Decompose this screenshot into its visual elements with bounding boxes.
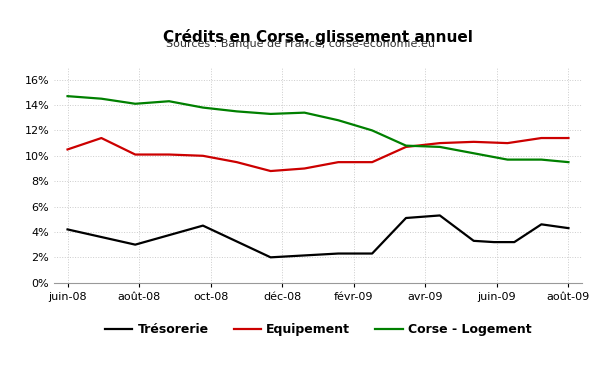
Title: Crédits en Corse, glissement annuel: Crédits en Corse, glissement annuel [163,29,473,45]
Trésorerie [267,255,274,260]
Corse - Logement [199,105,206,110]
Corse - Logement [504,157,511,162]
Equipement [98,136,105,140]
Corse - Logement [538,157,545,162]
Corse - Logement [131,102,139,106]
Trésorerie [131,243,139,247]
Trésorerie [199,223,206,228]
Text: Sources : Banque de France, corse-economie.eu: Sources : Banque de France, corse-econom… [166,39,434,49]
Equipement [131,152,139,157]
Corse - Logement [565,160,572,164]
Equipement [368,160,376,164]
Corse - Logement [267,112,274,116]
Equipement [199,154,206,158]
Trésorerie [511,240,518,244]
Corse - Logement [233,109,241,113]
Equipement [267,169,274,173]
Trésorerie [64,227,71,232]
Corse - Logement [98,96,105,101]
Corse - Logement [470,151,477,155]
Equipement [233,160,241,164]
Trésorerie [368,251,376,256]
Equipement [565,136,572,140]
Equipement [301,166,308,171]
Trésorerie [335,251,342,256]
Corse - Logement [64,94,71,98]
Equipement [538,136,545,140]
Line: Equipement: Equipement [68,138,568,171]
Equipement [166,152,173,157]
Trésorerie [565,226,572,230]
Trésorerie [490,240,497,244]
Corse - Logement [301,110,308,115]
Corse - Logement [403,144,410,148]
Equipement [335,160,342,164]
Equipement [470,140,477,144]
Trésorerie [538,222,545,227]
Equipement [403,145,410,149]
Trésorerie [436,213,443,218]
Trésorerie [470,238,477,243]
Line: Corse - Logement: Corse - Logement [68,96,568,162]
Corse - Logement [436,145,443,149]
Equipement [436,141,443,145]
Corse - Logement [335,118,342,122]
Corse - Logement [368,128,376,133]
Corse - Logement [166,99,173,103]
Legend: Trésorerie, Equipement, Corse - Logement: Trésorerie, Equipement, Corse - Logement [100,318,536,341]
Equipement [504,141,511,145]
Equipement [64,147,71,152]
Trésorerie [403,216,410,220]
Line: Trésorerie: Trésorerie [68,215,568,257]
